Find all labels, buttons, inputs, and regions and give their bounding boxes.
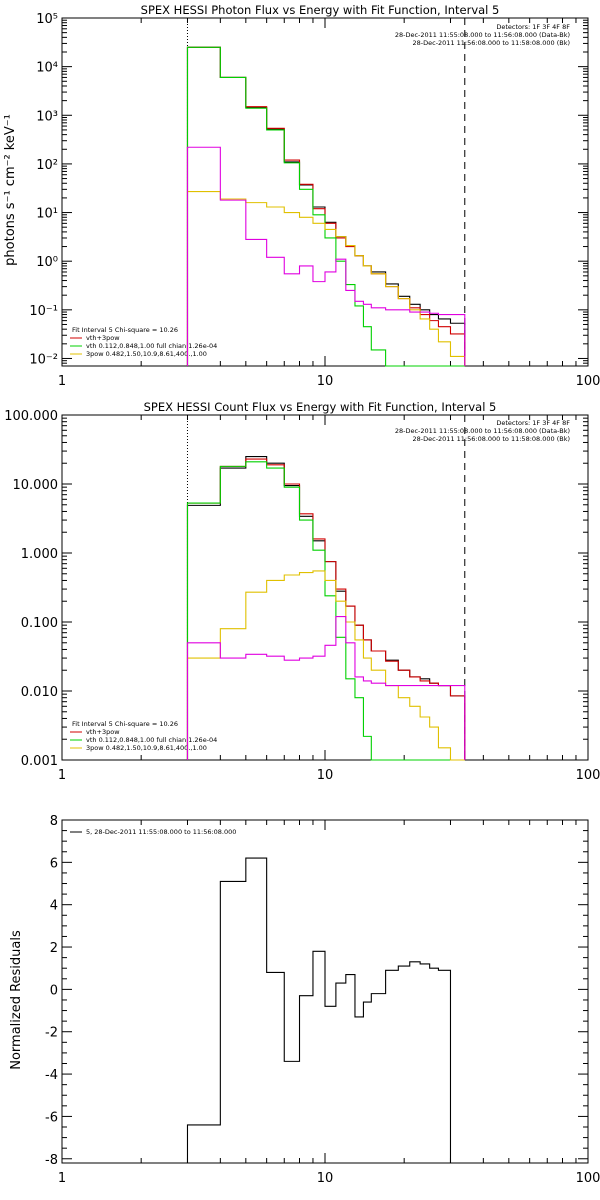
photon-flux-panel: SPEX HESSI Photon Flux vs Energy with Fi… <box>3 3 600 389</box>
panel1-y-axis-label: photons s⁻¹ cm⁻² keV⁻¹ <box>3 114 18 266</box>
panel3-ticks <box>61 819 589 1163</box>
panel2-legend-header: Fit Interval 5 Chi-square = 10.26 <box>72 720 178 728</box>
panel3-y-tick-label-m8: -8 <box>45 1153 58 1168</box>
panel2-legend-entry-3: 3pow 0.482,1.50,10.9,8.61,400.,1.00 <box>86 744 207 752</box>
panel2-series <box>186 455 466 761</box>
panel3-series <box>186 857 452 1163</box>
panel1-legend-entry-3: 3pow 0.482,1.50,10.9,8.61,400.,1.00 <box>86 350 207 358</box>
panel1-y-tick-label-1e5: 10⁵ <box>36 12 58 27</box>
panel3-x-tick-label-10: 10 <box>317 1171 334 1186</box>
panel2-y-tick-labels: 0.001 0.010 0.100 1.000 10.000 100.000 <box>4 409 58 769</box>
panel1-y-tick-label-1e-2: 10⁻² <box>29 352 58 367</box>
panel1-info-line3: 28-Dec-2011 11:56:08.000 to 11:58:08.000… <box>413 39 571 47</box>
panel3-legend-entry: 5, 28-Dec-2011 11:55:08.000 to 11:56:08.… <box>86 828 236 836</box>
panel3-y-tick-label-2: 2 <box>50 941 58 956</box>
series-3pow-3 <box>186 570 465 761</box>
panel2-fit-range-lines <box>186 415 466 760</box>
panel2-y-tick-label-0.100: 0.100 <box>21 616 58 631</box>
panel3-y-tick-label-4: 4 <box>50 899 58 914</box>
panel1-y-tick-label-1e1: 10¹ <box>36 207 58 222</box>
panel2-y-tick-label-1.000: 1.000 <box>21 547 58 562</box>
panel1-x-tick-label-1: 1 <box>58 374 66 389</box>
panel2-y-tick-label-100.000: 100.000 <box>4 409 58 424</box>
panel1-legend-entry-2: vth 0.112,0.848,1.00 full chian 1.26e-04 <box>86 342 217 350</box>
panel2-x-tick-labels: 1 10 100 <box>58 768 600 783</box>
series-background-4 <box>186 146 466 366</box>
panel1-ticks <box>61 17 589 367</box>
panel3-y-axis-label: Normalized Residuals <box>9 930 24 1070</box>
panel3-y-tick-label-m4: -4 <box>45 1068 58 1083</box>
panel1-legend-entry-1: vth+3pow <box>86 334 120 342</box>
panel2-y-tick-label-0.001: 0.001 <box>21 754 58 769</box>
panel2-info-line1: Detectors: 1F 3F 4F 8F <box>496 419 570 427</box>
panel2-info-line2: 28-Dec-2011 11:55:08.000 to 11:56:08.000… <box>395 427 570 435</box>
series-3pow-3 <box>186 191 466 366</box>
panel3-x-tick-label-100: 100 <box>576 1171 600 1186</box>
panel2-y-tick-label-0.010: 0.010 <box>21 685 58 700</box>
panel1-y-tick-label-1e4: 10⁴ <box>36 61 58 76</box>
panel3-y-tick-label-0: 0 <box>50 983 58 998</box>
panel1-info-line1: Detectors: 1F 3F 4F 8F <box>496 23 570 31</box>
series-vth-3pow-1 <box>186 46 466 366</box>
panel3-x-tick-labels: 1 10 100 <box>58 1171 600 1186</box>
panel1-fit-range-lines <box>186 18 466 366</box>
panel1-info-line2: 28-Dec-2011 11:55:08.000 to 11:56:08.000… <box>395 31 570 39</box>
count-flux-panel: SPEX HESSI Count Flux vs Energy with Fit… <box>4 400 600 783</box>
series-background-4 <box>186 615 466 760</box>
panel2-x-tick-label-10: 10 <box>317 768 334 783</box>
panel1-y-tick-label-1e0: 10⁰ <box>36 255 58 270</box>
panel1-y-tick-label-1e2: 10² <box>36 158 58 173</box>
panel1-y-tick-labels: 10⁻² 10⁻¹ 10⁰ 10¹ 10² 10³ 10⁴ 10⁵ <box>29 12 58 367</box>
panel2-legend-entry-2: vth 0.112,0.848,1.00 full chian 1.26e-04 <box>86 736 217 744</box>
panel2-x-tick-label-100: 100 <box>576 768 600 783</box>
panel1-legend-header: Fit Interval 5 Chi-square = 10.26 <box>72 326 178 334</box>
series-vth-2 <box>186 461 465 761</box>
panel1-x-tick-label-100: 100 <box>576 374 600 389</box>
series-5-28-dec-2011-11-55-08-000-to-11-56-08-000-0 <box>186 857 452 1163</box>
panel1-series <box>186 46 466 367</box>
series-data-0 <box>186 46 466 366</box>
panel2-legend-entry-1: vth+3pow <box>86 728 120 736</box>
panel3-y-tick-label-6: 6 <box>50 856 58 871</box>
panel3-y-tick-label-m6: -6 <box>45 1110 58 1125</box>
panel2-ticks <box>61 414 589 761</box>
panel2-info-line3: 28-Dec-2011 11:56:08.000 to 11:58:08.000… <box>413 435 571 443</box>
panel2-x-tick-label-1: 1 <box>58 768 66 783</box>
series-vth-3pow-1 <box>186 458 466 760</box>
panel2-y-tick-label-10.000: 10.000 <box>13 478 59 493</box>
panel2-title: SPEX HESSI Count Flux vs Energy with Fit… <box>144 400 497 414</box>
panel1-x-tick-label-10: 10 <box>317 374 334 389</box>
panel1-x-tick-labels: 1 10 100 <box>58 374 600 389</box>
residuals-panel: Normalized Residuals 5, 28-Dec-2011 11:5… <box>9 814 600 1186</box>
panel1-y-tick-label-1e3: 10³ <box>36 109 58 124</box>
panel3-y-tick-label-m2: -2 <box>45 1026 58 1041</box>
series-vth-2 <box>186 46 465 367</box>
panel3-x-tick-label-1: 1 <box>58 1171 66 1186</box>
panel1-plot-area <box>61 17 589 367</box>
panel1-y-tick-label-1e-1: 10⁻¹ <box>29 304 58 319</box>
series-data-0 <box>186 455 466 760</box>
panel3-y-tick-labels: -8 -6 -4 -2 0 2 4 6 8 <box>45 814 58 1168</box>
panel1-title: SPEX HESSI Photon Flux vs Energy with Fi… <box>141 3 500 17</box>
panel3-y-tick-label-8: 8 <box>50 814 58 829</box>
